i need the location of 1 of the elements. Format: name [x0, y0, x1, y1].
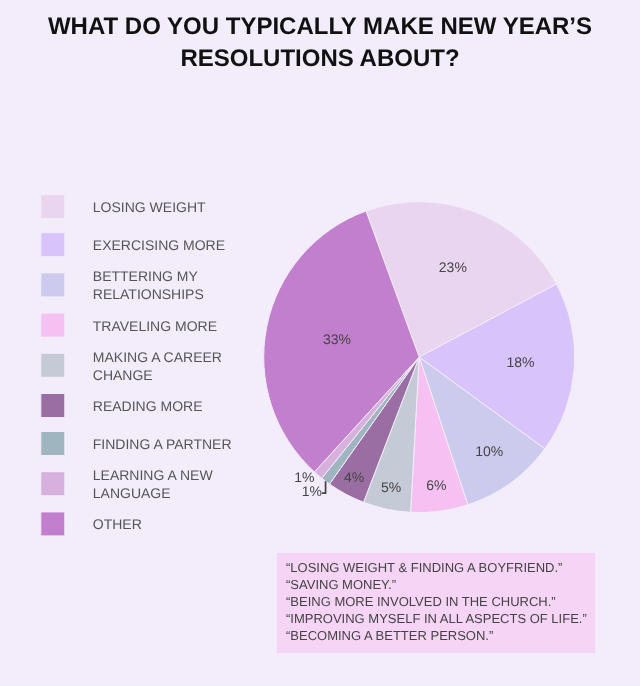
chart-title: WHAT DO YOU TYPICALLY MAKE NEW YEAR’S RESOLUTIONS ABOUT? [47, 12, 593, 72]
